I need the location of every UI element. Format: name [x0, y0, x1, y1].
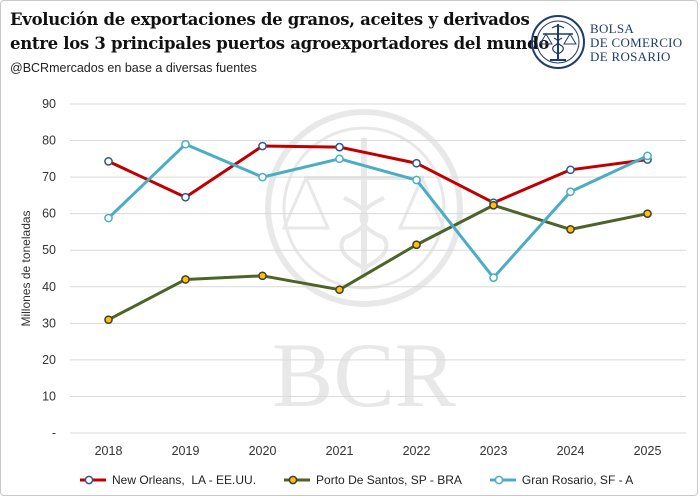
- logo-line-2: DE COMERCIO: [590, 35, 683, 50]
- series-2-point: [489, 200, 498, 210]
- series-1-point: [104, 157, 113, 166]
- series-3-point: [489, 273, 498, 282]
- series-line-1: [107, 144, 648, 205]
- legend-item-2: Porto De Santos, SP - BRA: [282, 473, 462, 487]
- x-tick-label: 2025: [634, 444, 662, 458]
- series-3-point: [335, 154, 344, 164]
- series-line-2: [107, 203, 648, 322]
- series-2-point: [566, 225, 575, 234]
- series-2-point: [104, 315, 113, 325]
- logo-wordmark: BOLSA DE COMERCIO DE ROSARIO: [590, 22, 683, 64]
- series-line-3: [107, 142, 649, 280]
- watermark: BCR: [265, 109, 463, 426]
- title-line-1: Evolución de exportaciones de granos, ac…: [10, 10, 530, 29]
- x-tick-label: 2020: [249, 444, 277, 458]
- legend-swatch: [284, 475, 311, 485]
- logo-line-3: DE ROSARIO: [590, 49, 671, 64]
- series-2-point: [643, 209, 652, 219]
- x-tick-label: 2021: [326, 444, 354, 458]
- y-tick-label: 50: [42, 243, 56, 257]
- y-tick-label: 90: [42, 97, 56, 111]
- watermark-snake-1: [339, 196, 369, 270]
- chart-subtitle: @BCRmercados en base a diversas fuentes: [10, 61, 257, 75]
- x-tick-label: 2024: [557, 444, 585, 458]
- legend-label: Gran Rosario, SF - A: [521, 473, 634, 487]
- watermark-seal-outer: [265, 109, 463, 307]
- series-2-point: [412, 240, 421, 250]
- y-tick-label: 80: [42, 134, 56, 148]
- y-tick-label: 10: [42, 389, 56, 403]
- series-2-point: [181, 275, 190, 284]
- x-tick-label: 2022: [403, 444, 431, 458]
- legend-swatch: [80, 475, 106, 485]
- logo-line-1: BOLSA: [590, 21, 635, 36]
- bcr-logo: [531, 15, 585, 69]
- series-3-point: [181, 139, 190, 149]
- y-tick-label: 40: [42, 280, 56, 294]
- line-chart: BCR - 10 20 30 40 50 60 70 80 90 Millones de tonela…: [19, 97, 686, 458]
- series-2-point: [258, 271, 267, 281]
- y-axis-label: Millones de toneladas: [19, 210, 33, 326]
- chart-title: Evolución de exportaciones de granos, ac…: [10, 8, 550, 56]
- y-tick-label: 60: [42, 207, 56, 221]
- series-1-point: [258, 141, 267, 151]
- watermark-seal-inner: [282, 126, 446, 290]
- caduceus-scales-seal-icon: [531, 15, 585, 69]
- y-tick-label: 20: [42, 353, 56, 367]
- x-tick-label: 2018: [95, 444, 123, 458]
- title-line-2: entre los 3 principales puertos agroexpo…: [10, 34, 550, 53]
- series-2-point: [335, 285, 344, 295]
- y-tick-label: 30: [42, 316, 56, 330]
- y-tick-label: -: [52, 426, 56, 440]
- series-3-point: [566, 187, 575, 197]
- legend-item-1: New Orleans, LA - EE.UU.: [78, 473, 256, 487]
- x-tick-label: 2023: [480, 444, 508, 458]
- y-tick-label: 70: [42, 170, 56, 184]
- watermark-scale-left: [281, 174, 331, 230]
- legend-label: New Orleans, LA - EE.UU.: [112, 473, 257, 487]
- watermark-text: BCR: [272, 324, 457, 426]
- legend-item-3: Gran Rosario, SF - A: [488, 473, 633, 487]
- series-3-point: [643, 151, 652, 161]
- series-3-point: [104, 213, 113, 223]
- x-tick-label: 2019: [172, 444, 200, 458]
- series-3-point: [412, 175, 421, 185]
- legend-label: Porto De Santos, SP - BRA: [316, 473, 462, 487]
- series-1-point: [566, 165, 575, 175]
- chart-legend: New Orleans, LA - EE.UU. Porto De Santos,…: [78, 470, 633, 490]
- series-1-point: [181, 192, 190, 202]
- series-3-point: [258, 172, 267, 182]
- legend-swatch: [489, 475, 516, 485]
- watermark-snake-2: [359, 196, 389, 270]
- series-1-point: [412, 158, 421, 168]
- series-1-point: [335, 142, 344, 152]
